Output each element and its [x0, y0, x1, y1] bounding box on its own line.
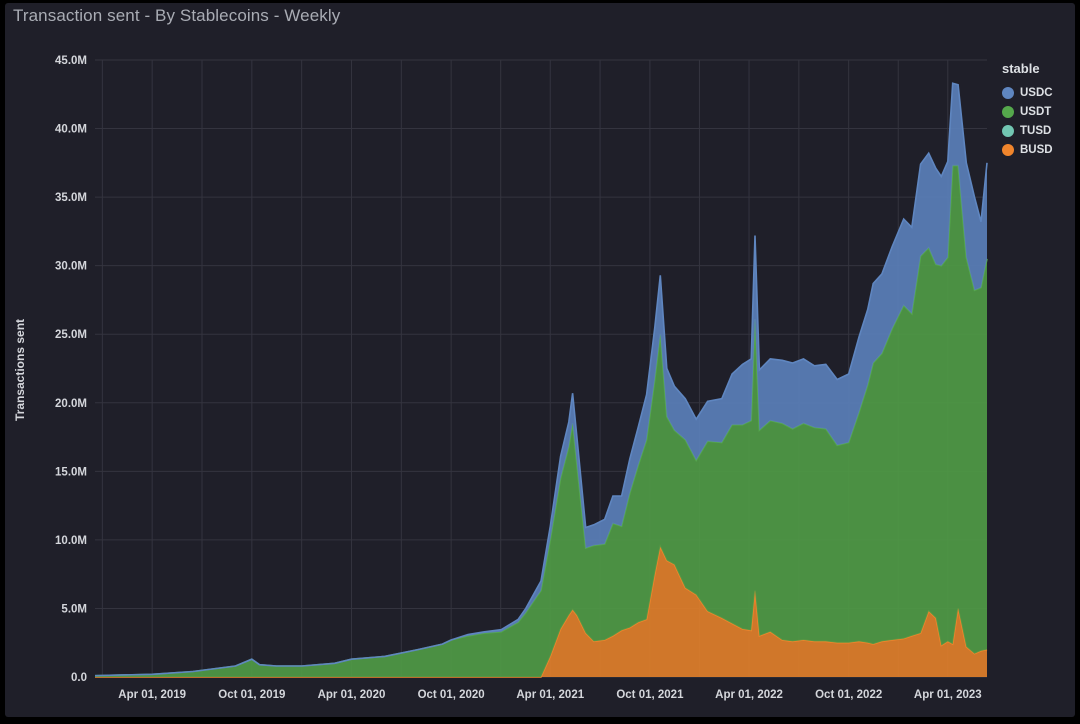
y-tick-label: 15.0M: [55, 466, 87, 478]
y-tick-label: 20.0M: [55, 398, 87, 410]
legend-swatch-usdt: [1002, 105, 1014, 118]
x-tick-label: Oct 01, 2021: [616, 689, 684, 701]
x-tick-label: Oct 01, 2022: [815, 689, 882, 701]
y-tick-label: 25.0M: [55, 329, 87, 341]
y-tick-label: 45.0M: [55, 55, 87, 67]
area-busd: [95, 546, 987, 677]
legend-swatch-busd: [1002, 143, 1014, 156]
y-tick-label: 0.0: [71, 672, 87, 684]
x-tick-label: Apr 01, 2020: [318, 689, 386, 701]
y-axis-ticks: 0.0 5.0M 10.0M 15.0M 20.0M 25.0M 30.0M 35.0M 40.…: [55, 55, 87, 684]
x-tick-label: Apr 01, 2019: [118, 689, 186, 701]
x-tick-label: Apr 01, 2022: [715, 689, 783, 701]
legend-item-busd[interactable]: BUSD: [1002, 140, 1053, 159]
legend-label-usdt: USDT: [1020, 105, 1052, 118]
legend-label-busd: BUSD: [1020, 143, 1053, 156]
y-tick-label: 35.0M: [55, 192, 87, 204]
x-tick-label: Oct 01, 2020: [418, 689, 485, 701]
legend-title: stable: [1002, 61, 1040, 76]
y-tick-label: 10.0M: [55, 535, 87, 547]
x-axis-ticks: Apr 01, 2019 Oct 01, 2019 Apr 01, 2020 Oct …: [118, 689, 981, 701]
legend-label-usdc: USDC: [1020, 86, 1053, 99]
area-usdc: [95, 83, 987, 676]
legend: stable USDC USDT TUSD BUSD: [1002, 61, 1053, 159]
x-tick-label: Apr 01, 2021: [516, 689, 584, 701]
x-tick-label: Oct 01, 2019: [218, 689, 285, 701]
area-usdt: [95, 165, 987, 677]
legend-label-tusd: TUSD: [1020, 124, 1052, 137]
y-tick-label: 30.0M: [55, 261, 87, 273]
line-usdc: [94, 82, 988, 677]
chart-title: Transaction sent - By Stablecoins - Week…: [13, 6, 341, 25]
y-tick-label: 40.0M: [55, 124, 87, 136]
y-tick-label: 5.0M: [61, 603, 87, 615]
legend-swatch-usdc: [1002, 86, 1014, 99]
legend-swatch-tusd: [1002, 124, 1014, 137]
legend-item-usdt[interactable]: USDT: [1002, 102, 1053, 121]
series-areas: [94, 82, 988, 678]
y-axis-label: Transactions sent: [13, 319, 27, 421]
x-tick-label: Apr 01, 2023: [914, 689, 982, 701]
legend-item-tusd[interactable]: TUSD: [1002, 121, 1053, 140]
legend-item-usdc[interactable]: USDC: [1002, 83, 1053, 102]
